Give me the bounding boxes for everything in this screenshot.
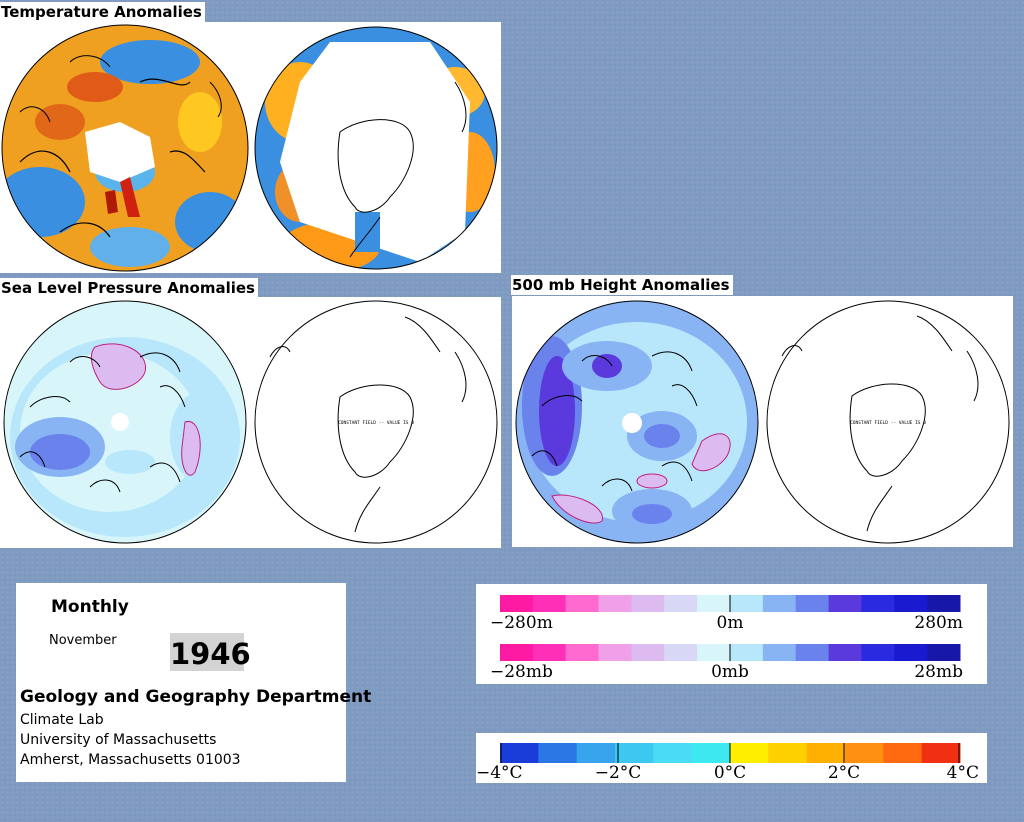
pressure-scale-swatch (697, 644, 731, 661)
temperature-map-panel (0, 22, 501, 273)
height500-anomalies-title: 500 mb Height Anomalies (511, 275, 733, 295)
height500-map-panel: CONSTANT FIELD -- VALUE IS 0 (512, 296, 1013, 547)
height-color-scale (500, 595, 961, 612)
slp-anomalies-title: Sea Level Pressure Anomalies (0, 278, 258, 298)
temperature-north-map (2, 25, 248, 271)
pressure-max-label: 28mb (914, 662, 963, 682)
slp-north-map (4, 301, 246, 543)
temp-label-4: 4°C (947, 763, 979, 783)
height-mid-label: 0m (717, 613, 744, 633)
pressure-mid-label: 0mb (711, 662, 749, 682)
pressure-scale-swatch (927, 644, 961, 661)
pressure-scale-swatch (631, 644, 665, 661)
height-scale-swatch (894, 595, 928, 612)
height500-south-map: CONSTANT FIELD -- VALUE IS 0 (766, 300, 1010, 544)
slp-map-panel: CONSTANT FIELD -- VALUE IS 0 (0, 297, 501, 548)
department-label: Geology and Geography Department (20, 687, 372, 707)
height-scale-swatch (500, 595, 534, 612)
pressure-min-label: −28mb (490, 662, 553, 682)
temp-label-0: 0°C (714, 763, 746, 783)
pressure-scale-swatch (861, 644, 895, 661)
temperature-scale-swatch (883, 743, 923, 763)
pressure-color-scale (500, 644, 961, 661)
temperature-scale-swatch (806, 743, 846, 763)
temperature-scale-swatch (538, 743, 578, 763)
temperature-scale-swatch (500, 743, 539, 763)
height-scale-swatch (664, 595, 698, 612)
temp-label-2: 2°C (828, 763, 860, 783)
pressure-scale-swatch (730, 644, 764, 661)
university-name: University of Massachusetts (20, 732, 217, 748)
temperature-scale-swatch (845, 743, 884, 763)
temperature-legend: −4°C −2°C 0°C 2°C 4°C (476, 733, 987, 783)
height-scale-swatch (795, 595, 830, 612)
height-scale-swatch (697, 595, 731, 612)
height-min-label: −280m (490, 613, 553, 633)
month-label: November (49, 633, 117, 648)
temperature-scale-swatch (576, 743, 616, 763)
info-box: Monthly November 1946 Geology and Geogra… (16, 583, 371, 782)
pressure-scale-swatch (795, 644, 830, 661)
pressure-scale-swatch (598, 644, 632, 661)
height500-north-map (516, 301, 758, 543)
height-scale-swatch (861, 595, 895, 612)
slp-south-map: CONSTANT FIELD -- VALUE IS 0 (254, 300, 498, 544)
temperature-scale-swatch (691, 743, 731, 763)
temperature-scale-swatch (730, 743, 769, 763)
pressure-scale-swatch (894, 644, 928, 661)
height-scale-swatch (598, 595, 632, 612)
pressure-scale-swatch (828, 644, 862, 661)
temperature-scale-swatch (653, 743, 693, 763)
height500-constant-field-note: CONSTANT FIELD -- VALUE IS 0 (850, 420, 926, 426)
height-scale-swatch (828, 595, 862, 612)
year-label: 1946 (170, 633, 251, 671)
temperature-color-scale (500, 743, 961, 763)
temperature-scale-swatch (615, 743, 654, 763)
height-scale-swatch (762, 595, 797, 612)
slp-constant-field-note: CONSTANT FIELD -- VALUE IS 0 (338, 420, 414, 426)
pressure-scale-swatch (500, 644, 534, 661)
pressure-scale-swatch (664, 644, 698, 661)
pressure-scale-swatch (532, 644, 567, 661)
height-pressure-legend: −280m 0m 280m −28mb 0mb 28mb (476, 584, 987, 684)
height-scale-swatch (532, 595, 567, 612)
temperature-scale-swatch (768, 743, 808, 763)
height-scale-swatch (927, 595, 961, 612)
height-scale-swatch (631, 595, 665, 612)
height-max-label: 280m (914, 613, 963, 633)
temperature-anomalies-title: Temperature Anomalies (0, 2, 205, 22)
temp-label-neg2: −2°C (595, 763, 642, 783)
lab-name: Climate Lab (20, 712, 104, 728)
height-scale-swatch (565, 595, 600, 612)
address-line: Amherst, Massachusetts 01003 (20, 752, 241, 768)
pressure-scale-swatch (565, 644, 600, 661)
temp-label-neg4: −4°C (476, 763, 523, 783)
temperature-scale-swatch (921, 743, 961, 763)
temperature-south-map (255, 27, 497, 269)
pressure-scale-swatch (762, 644, 797, 661)
period-label: Monthly (51, 597, 129, 617)
height-scale-swatch (730, 595, 764, 612)
